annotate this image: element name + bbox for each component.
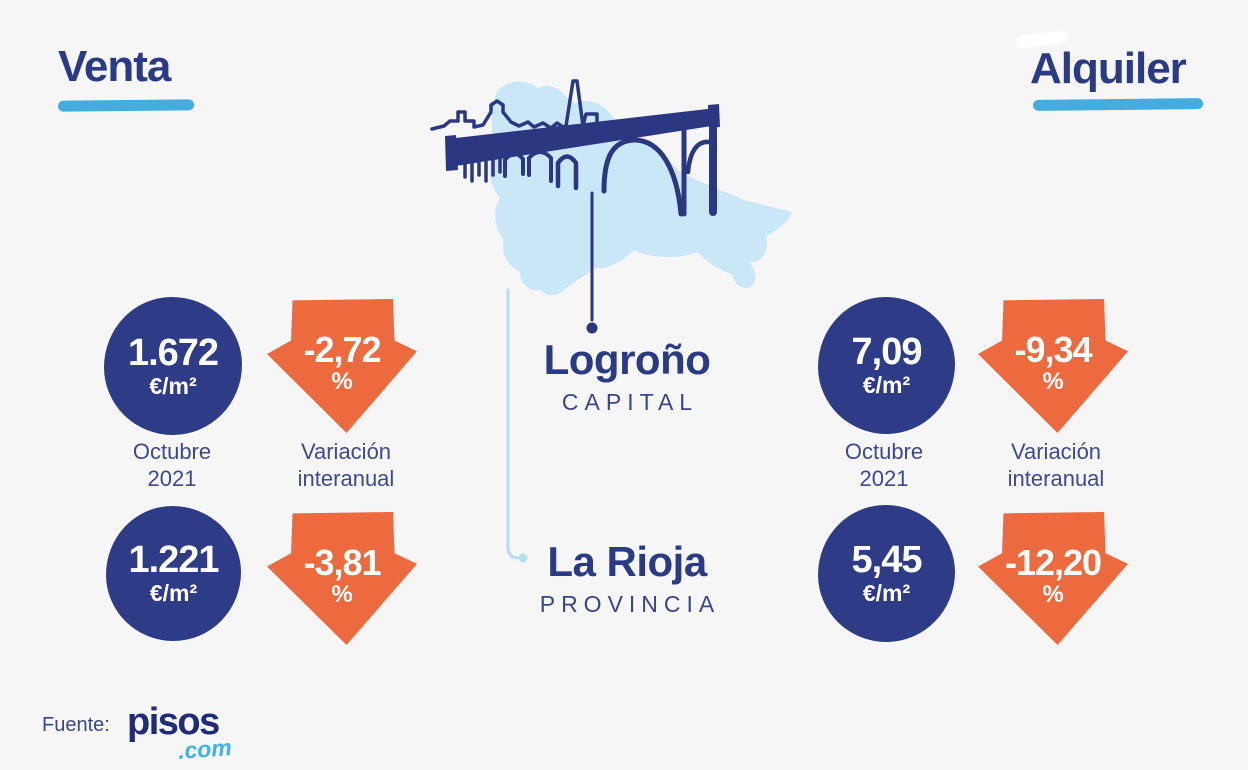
alquiler-province-price: 5,45 [851, 539, 923, 581]
venta-period-caption: Octubre 2021 [92, 438, 252, 492]
capital-name: Logroño [543, 336, 711, 383]
alquiler-variation-caption: Variación interanual [976, 438, 1136, 492]
pisos-logo: pisos [127, 701, 220, 743]
alquiler-underline [1032, 98, 1204, 111]
alquiler-capital-price-circle: 7,09 €/m² [818, 297, 955, 434]
bridge-arches [503, 116, 717, 217]
alquiler-province-variation-arrow: -12,20 % [978, 512, 1128, 645]
province-subtitle: PROVINCIA [539, 591, 721, 617]
percent-sign: % [331, 368, 353, 395]
province-name: La Rioja [547, 538, 707, 585]
price-unit: €/m² [149, 372, 197, 399]
percent-sign: % [1042, 368, 1064, 395]
source-label: Fuente: [42, 714, 110, 736]
alquiler-capital-variation: -9,34 [1014, 329, 1092, 370]
province-pointer-line [506, 288, 519, 560]
bridge-railing-ticks [463, 156, 502, 183]
venta-province-variation-arrow: -3,81 % [267, 512, 417, 645]
venta-province-price-circle: 1.221 €/m² [106, 506, 241, 641]
price-unit: €/m² [149, 580, 198, 606]
bridge-deck-left-cap [445, 135, 458, 171]
percent-sign: % [1042, 581, 1064, 608]
capital-label: Logroño CAPITAL [477, 336, 777, 416]
period-line2: 2021 [147, 466, 197, 491]
alquiler-province-price-circle: 5,45 €/m² [818, 505, 955, 642]
venta-capital-price-circle: 1.672 €/m² [104, 297, 242, 435]
alquiler-capital-price: 7,09 [851, 331, 923, 373]
logrono-skyline [430, 79, 599, 131]
province-pointer-dot [518, 553, 528, 563]
venta-capital-variation: -2,72 [303, 329, 381, 370]
capital-subtitle: CAPITAL [561, 389, 699, 415]
variation-line1: Variación [1010, 439, 1102, 464]
capital-pointer-dot [586, 322, 598, 334]
variation-line2: interanual [1007, 466, 1105, 491]
venta-underline [57, 99, 195, 112]
province-label: La Rioja PROVINCIA [477, 538, 777, 618]
variation-line1: Variación [300, 439, 392, 464]
price-unit: €/m² [862, 580, 911, 606]
map-bridge-illustration [430, 79, 792, 563]
alquiler-province-variation: -12,20 [1004, 542, 1102, 583]
venta-capital-variation-arrow: -2,72 % [267, 299, 417, 433]
pisos-logo-tld: .com [177, 734, 233, 764]
venta-province-variation: -3,81 [303, 542, 381, 583]
period-line1: Octubre [844, 439, 924, 464]
title-alquiler: Alquiler [1030, 44, 1187, 93]
variation-line2: interanual [297, 466, 395, 491]
la-rioja-map-shape [489, 81, 792, 296]
alquiler-period-caption: Octubre 2021 [804, 438, 964, 492]
period-line2: 2021 [859, 466, 909, 491]
alquiler-capital-variation-arrow: -9,34 % [978, 299, 1128, 433]
percent-sign: % [331, 581, 353, 608]
price-unit: €/m² [862, 372, 911, 398]
venta-capital-price: 1.672 [127, 331, 219, 374]
venta-variation-caption: Variación interanual [266, 438, 426, 492]
venta-province-price: 1.221 [128, 539, 219, 581]
period-line1: Octubre [132, 439, 212, 464]
title-venta: Venta [58, 42, 171, 91]
